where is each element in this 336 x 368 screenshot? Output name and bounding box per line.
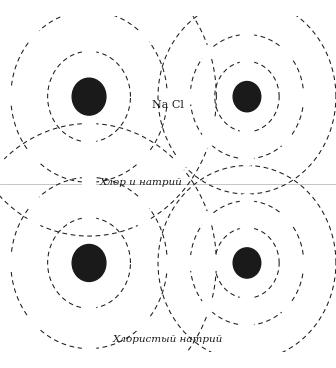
Ellipse shape [182, 2, 195, 17]
Ellipse shape [27, 316, 40, 331]
Ellipse shape [240, 124, 254, 139]
Ellipse shape [210, 255, 223, 270]
Ellipse shape [200, 133, 214, 148]
Ellipse shape [82, 44, 96, 59]
Ellipse shape [82, 210, 96, 225]
Ellipse shape [138, 150, 151, 164]
Ellipse shape [297, 255, 310, 270]
Ellipse shape [240, 0, 254, 7]
Ellipse shape [233, 248, 261, 278]
Ellipse shape [183, 255, 197, 270]
Ellipse shape [138, 29, 151, 43]
Ellipse shape [200, 300, 214, 314]
Ellipse shape [4, 255, 17, 270]
Ellipse shape [82, 4, 96, 18]
Ellipse shape [280, 133, 294, 148]
Ellipse shape [72, 78, 106, 115]
Ellipse shape [297, 89, 310, 104]
Ellipse shape [280, 45, 294, 60]
Ellipse shape [4, 89, 17, 104]
Ellipse shape [172, 354, 186, 368]
Ellipse shape [240, 291, 254, 306]
Ellipse shape [138, 316, 151, 331]
Ellipse shape [206, 120, 220, 135]
Ellipse shape [240, 220, 254, 235]
Ellipse shape [27, 29, 40, 43]
Ellipse shape [82, 170, 96, 185]
Ellipse shape [240, 54, 254, 69]
Ellipse shape [27, 150, 40, 164]
Ellipse shape [280, 212, 294, 226]
Ellipse shape [183, 89, 197, 104]
Ellipse shape [200, 212, 214, 226]
Ellipse shape [72, 244, 106, 282]
Ellipse shape [172, 157, 186, 172]
Ellipse shape [82, 116, 96, 131]
Ellipse shape [240, 318, 254, 333]
Ellipse shape [27, 195, 40, 210]
Ellipse shape [82, 175, 96, 190]
Text: Хлористый натрий: Хлористый натрий [113, 335, 223, 344]
Ellipse shape [27, 215, 41, 230]
Ellipse shape [280, 300, 294, 314]
Ellipse shape [240, 151, 254, 166]
Ellipse shape [0, 354, 6, 368]
Ellipse shape [138, 195, 151, 210]
Ellipse shape [82, 135, 96, 149]
Ellipse shape [82, 301, 96, 316]
Ellipse shape [161, 255, 174, 270]
Ellipse shape [233, 82, 261, 112]
Ellipse shape [137, 215, 151, 230]
Ellipse shape [200, 45, 214, 60]
Ellipse shape [82, 341, 96, 356]
Text: Хлор и натрий: Хлор и натрий [100, 178, 182, 187]
Ellipse shape [240, 194, 254, 208]
Ellipse shape [0, 157, 6, 172]
Ellipse shape [240, 27, 254, 42]
Ellipse shape [161, 89, 174, 104]
Text: Na Cl: Na Cl [152, 100, 184, 110]
